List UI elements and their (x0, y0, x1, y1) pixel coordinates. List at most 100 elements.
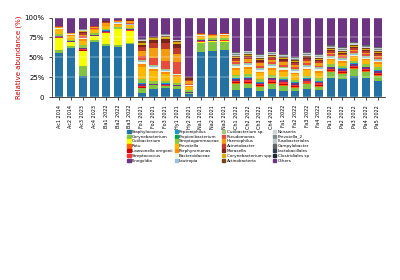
Bar (279, 70, 288, 72)
Bar (232, 59, 240, 60)
Bar (350, 48, 358, 50)
Bar (291, 17, 299, 57)
Bar (114, 27, 122, 29)
Bar (350, 53, 358, 54)
Bar (362, 72, 370, 78)
Bar (185, 84, 193, 85)
Bar (173, 89, 181, 97)
Bar (279, 77, 288, 80)
Bar (208, 41, 217, 51)
Bar (79, 66, 87, 76)
Bar (185, 86, 193, 87)
Bar (279, 84, 288, 85)
Bar (161, 37, 170, 39)
Bar (268, 58, 276, 60)
Bar (173, 41, 181, 42)
Bar (338, 79, 347, 97)
Bar (291, 82, 299, 83)
Bar (362, 69, 370, 70)
Bar (232, 58, 240, 59)
Bar (291, 67, 299, 69)
Bar (256, 73, 264, 79)
Bar (279, 54, 288, 55)
Bar (173, 40, 181, 41)
Bar (315, 58, 323, 59)
Bar (326, 67, 335, 69)
Bar (350, 69, 358, 76)
Bar (362, 49, 370, 50)
Bar (185, 94, 193, 97)
Bar (244, 18, 252, 50)
Bar (303, 55, 311, 56)
Bar (256, 18, 264, 54)
Bar (279, 56, 288, 57)
Bar (173, 86, 181, 89)
Bar (244, 69, 252, 74)
Bar (374, 48, 382, 49)
Bar (114, 24, 122, 25)
Bar (244, 65, 252, 67)
Bar (244, 74, 252, 77)
Bar (338, 61, 347, 63)
Bar (138, 87, 146, 88)
Bar (126, 23, 134, 24)
Bar (138, 79, 146, 83)
Bar (161, 83, 170, 84)
Bar (55, 26, 63, 27)
Bar (161, 74, 170, 81)
Bar (138, 41, 146, 43)
Bar (244, 88, 252, 97)
Bar (138, 67, 146, 79)
Bar (102, 25, 110, 26)
Bar (185, 87, 193, 90)
Bar (279, 90, 288, 97)
Bar (315, 59, 323, 60)
Bar (79, 33, 87, 34)
Bar (338, 60, 347, 61)
Bar (315, 56, 323, 57)
Bar (256, 91, 264, 97)
Bar (79, 41, 87, 45)
Bar (303, 64, 311, 65)
Bar (220, 34, 228, 35)
Bar (303, 69, 311, 70)
Bar (268, 52, 276, 53)
Bar (67, 36, 75, 40)
Bar (279, 55, 288, 56)
Bar (220, 38, 228, 39)
Bar (138, 60, 146, 61)
Bar (232, 53, 240, 54)
Bar (232, 78, 240, 79)
Bar (161, 43, 170, 49)
Bar (338, 53, 347, 54)
Bar (291, 88, 299, 91)
Bar (232, 17, 240, 52)
Bar (220, 50, 228, 97)
Bar (161, 71, 170, 72)
Bar (220, 42, 228, 50)
Bar (126, 30, 134, 31)
Bar (138, 64, 146, 67)
Bar (374, 54, 382, 56)
Bar (350, 50, 358, 51)
Bar (126, 31, 134, 43)
Bar (67, 42, 75, 46)
Bar (220, 40, 228, 41)
Bar (161, 88, 170, 97)
Bar (55, 34, 63, 36)
Bar (279, 85, 288, 86)
Bar (256, 72, 264, 73)
Bar (244, 55, 252, 56)
Bar (374, 50, 382, 51)
Bar (291, 74, 299, 80)
Bar (161, 34, 170, 35)
Bar (362, 64, 370, 67)
Bar (256, 58, 264, 59)
Bar (232, 82, 240, 83)
Bar (362, 51, 370, 53)
Bar (291, 60, 299, 61)
Bar (197, 33, 205, 34)
Bar (55, 50, 63, 53)
Bar (138, 61, 146, 62)
Bar (102, 30, 110, 31)
